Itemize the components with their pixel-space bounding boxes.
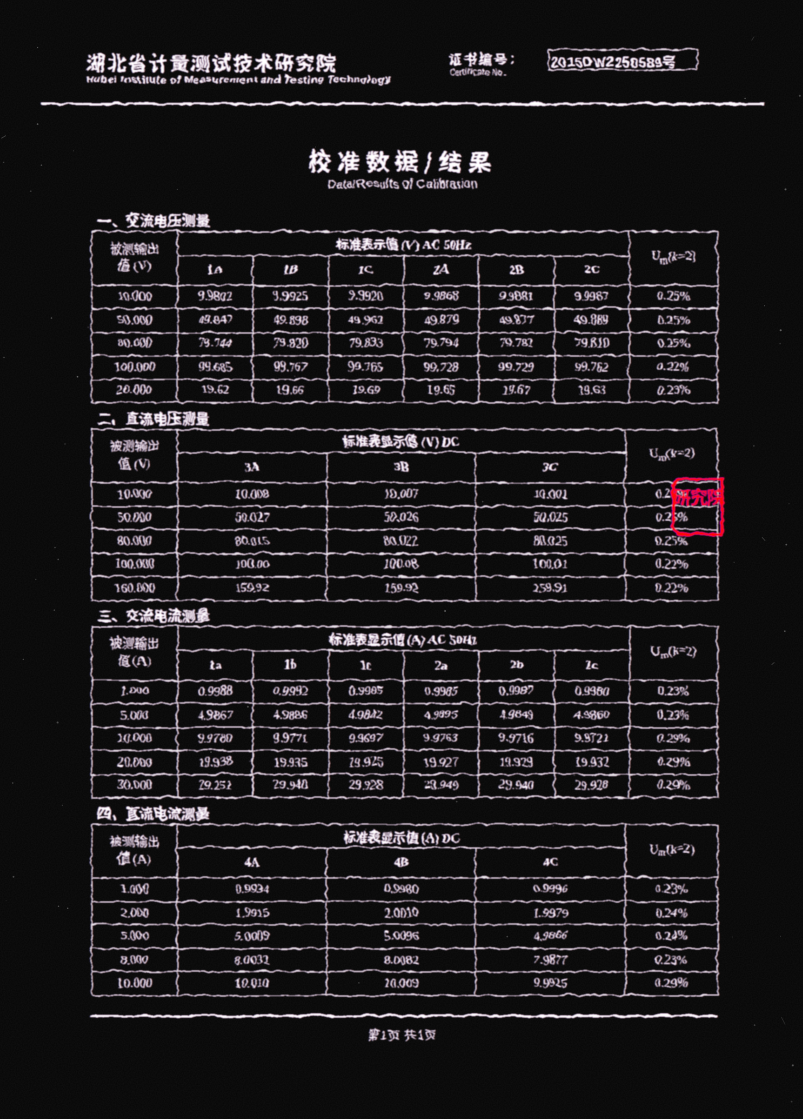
svg-text:研究院: 研究院 [672,483,724,509]
